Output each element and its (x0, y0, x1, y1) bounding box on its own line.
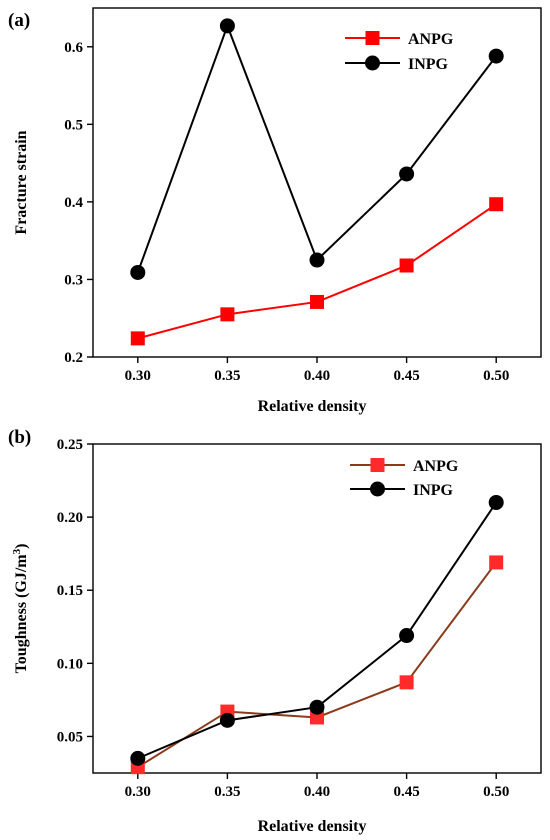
data-point-inpg (130, 264, 146, 280)
series-line-anpg (137, 203, 497, 340)
x-tick-label: 0.35 (214, 784, 240, 800)
data-point-inpg (488, 494, 504, 510)
data-point-inpg (399, 628, 415, 644)
legend-label-anpg: ANPG (408, 31, 454, 48)
y-tick-label: 0.05 (57, 729, 83, 745)
x-tick-label: 0.35 (214, 368, 240, 384)
x-axis-title: Relative density (258, 398, 367, 415)
data-point-anpg (399, 675, 414, 690)
data-point-inpg (309, 252, 325, 268)
panel-label: (a) (8, 10, 30, 31)
legend: ANPG INPG (345, 31, 454, 73)
data-point-anpg (489, 197, 504, 212)
x-tick-label: 0.30 (125, 368, 151, 384)
x-tick-label: 0.45 (393, 784, 419, 800)
y-axis-title-superscript: 3 (11, 548, 23, 554)
x-tick-label: 0.45 (393, 368, 419, 384)
x-tick-label: 0.40 (304, 784, 330, 800)
legend-marker-inpg (370, 481, 385, 497)
legend-marker-inpg (365, 55, 380, 71)
x-tick-label: 0.40 (304, 368, 330, 384)
data-point-inpg (488, 48, 504, 64)
chart-panel-2: (b) 0.30 0.35 0.40 0.45 0.50 0.05 0.10 0.15 0.20 0… (8, 427, 542, 835)
y-tick-label: 0.10 (57, 656, 83, 672)
y-tick-label: 0.15 (57, 583, 83, 599)
x-axis-title: Relative density (258, 818, 367, 835)
y-tick-label: 0.5 (64, 117, 83, 133)
data-point-anpg (399, 258, 414, 273)
data-point-anpg (220, 307, 235, 322)
data-point-inpg (219, 712, 235, 728)
x-tick-label: 0.30 (125, 784, 151, 800)
chart-panel-1: (a) 0.30 0.35 0.40 0.45 0.50 0.2 0.3 0.4 0.5 0.6 Re… (8, 7, 542, 415)
legend-marker-anpg (365, 31, 380, 45)
y-tick-label: 0.2 (64, 350, 83, 366)
data-point-anpg (489, 555, 504, 570)
data-point-inpg (130, 750, 146, 766)
panel-label: (b) (8, 427, 31, 448)
data-point-inpg (309, 699, 325, 715)
y-tick-label: 0.25 (57, 437, 83, 453)
legend-label-inpg: INPG (413, 482, 454, 499)
data-point-anpg (130, 331, 145, 346)
x-tick-label: 0.50 (483, 784, 509, 800)
legend-marker-anpg (370, 458, 385, 472)
legend-label-inpg: INPG (408, 56, 449, 73)
y-axis-title: Toughness (GJ/m3) (11, 544, 30, 674)
y-tick-label: 0.20 (57, 510, 83, 526)
legend-label-anpg: ANPG (413, 458, 459, 475)
data-point-inpg (219, 18, 235, 34)
x-tick-label: 0.50 (483, 368, 509, 384)
y-tick-label: 0.6 (64, 40, 83, 56)
data-point-anpg (310, 710, 324, 725)
y-axis-title-end: ) (13, 544, 30, 549)
y-tick-label: 0.4 (64, 195, 83, 211)
data-point-anpg (310, 294, 324, 309)
y-tick-label: 0.3 (64, 272, 83, 288)
legend: ANPG INPG (350, 458, 459, 499)
y-axis-title: Fracture strain (13, 130, 30, 234)
data-point-inpg (399, 166, 415, 182)
